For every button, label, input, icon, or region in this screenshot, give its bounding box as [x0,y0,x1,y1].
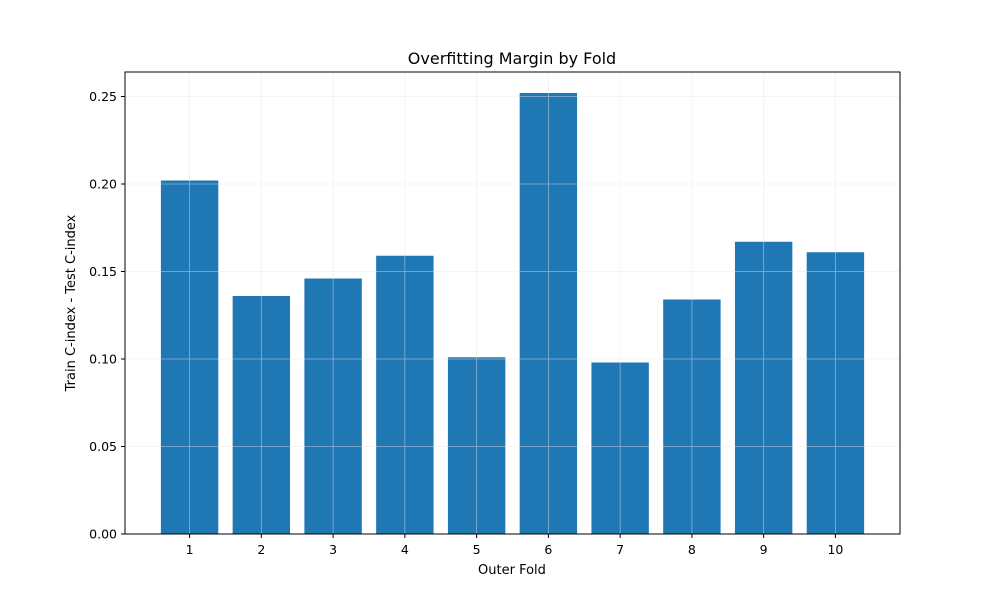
plot-frame [124,71,901,535]
y-tick-label: 0.10 [89,352,117,367]
x-axis-label: Outer Fold [478,563,546,578]
y-tick-label: 0.15 [89,264,117,279]
y-tick-label: 0.25 [89,89,117,104]
x-tick-label: 8 [688,542,696,557]
x-tick-label: 2 [257,542,265,557]
x-tick-label: 5 [473,542,481,557]
y-tick-label: 0.00 [89,527,117,542]
x-tick-label: 3 [329,542,337,557]
x-tick-label: 6 [544,542,552,557]
bars [160,93,865,534]
x-tick-label: 1 [186,542,194,557]
x-tick-label: 9 [760,542,768,557]
x-tick-label: 10 [827,542,843,557]
y-axis-label: Train C-index - Test C-index [64,214,79,392]
y-ticks: 0.00 0.05 0.10 0.15 0.20 0.25 [89,89,125,542]
x-ticks: 1 2 3 4 5 6 7 8 9 10 [186,534,843,557]
chart-title: Overfitting Margin by Fold [408,49,616,68]
y-tick-label: 0.05 [89,439,117,454]
x-tick-label: 7 [616,542,624,557]
x-tick-label: 4 [401,542,409,557]
y-tick-label: 0.20 [89,177,117,192]
